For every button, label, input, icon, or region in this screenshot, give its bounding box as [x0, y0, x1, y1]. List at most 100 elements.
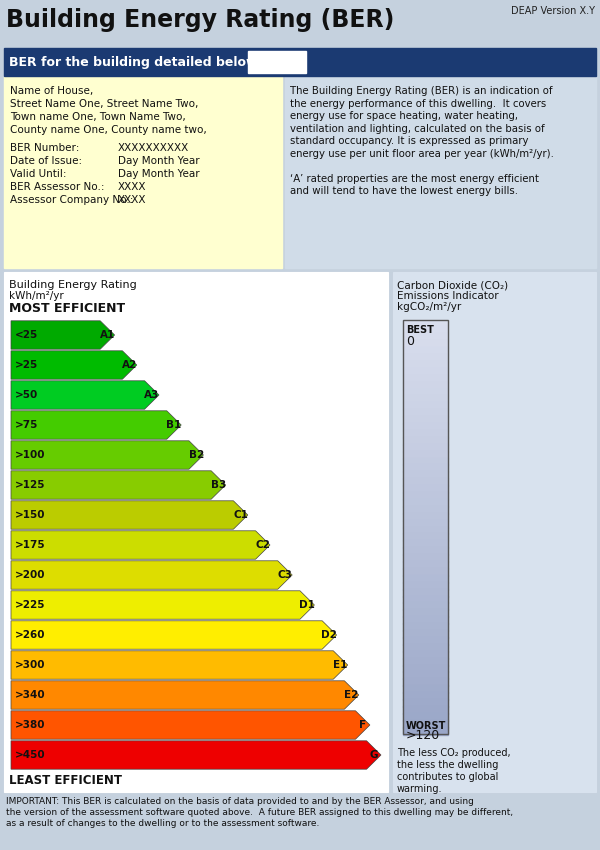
Bar [403, 416, 448, 424]
Text: XXXX: XXXX [118, 182, 146, 192]
Text: E1: E1 [334, 660, 347, 670]
Bar [403, 444, 448, 451]
Text: A2: A2 [122, 360, 137, 370]
Polygon shape [11, 471, 226, 499]
Bar [403, 706, 448, 714]
Bar [285, 76, 596, 268]
Text: as a result of changes to the dwelling or to the assessment software.: as a result of changes to the dwelling o… [6, 819, 319, 828]
Text: B3: B3 [211, 480, 226, 490]
Text: BEST: BEST [406, 325, 434, 335]
Text: >300: >300 [15, 660, 46, 670]
Bar [403, 575, 448, 583]
Text: MOST EFFICIENT: MOST EFFICIENT [9, 302, 125, 315]
Text: >50: >50 [15, 390, 38, 400]
Text: >225: >225 [15, 600, 46, 610]
Bar [4, 272, 388, 792]
Text: >150: >150 [15, 510, 46, 520]
Text: >200: >200 [15, 570, 46, 580]
Bar [403, 506, 448, 513]
Bar [403, 499, 448, 507]
Bar [403, 561, 448, 569]
Bar [403, 333, 448, 341]
Text: The less CO₂ produced,: The less CO₂ produced, [397, 748, 511, 758]
Bar [403, 581, 448, 590]
Text: >175: >175 [15, 540, 46, 550]
Bar [403, 361, 448, 369]
Polygon shape [11, 681, 359, 709]
Bar [403, 402, 448, 411]
Bar [403, 603, 448, 610]
Text: G: G [370, 750, 378, 760]
Text: Assessor Company No.:: Assessor Company No.: [10, 195, 133, 205]
Text: IMPORTANT: This BER is calculated on the basis of data provided to and by the BE: IMPORTANT: This BER is calculated on the… [6, 797, 474, 806]
Bar [403, 692, 448, 700]
Text: Town name One, Town Name Two,: Town name One, Town Name Two, [10, 112, 186, 122]
Text: Date of Issue:: Date of Issue: [10, 156, 82, 166]
Text: XXXX: XXXX [118, 195, 146, 205]
Text: the energy performance of this dwelling.  It covers: the energy performance of this dwelling.… [290, 99, 546, 109]
Polygon shape [11, 441, 203, 469]
Text: B2: B2 [188, 450, 204, 460]
Polygon shape [11, 620, 337, 649]
Bar [403, 720, 448, 728]
Polygon shape [11, 320, 115, 349]
Text: the less the dwelling: the less the dwelling [397, 760, 499, 770]
Text: Day Month Year: Day Month Year [118, 156, 200, 166]
Polygon shape [11, 381, 159, 409]
Bar [403, 658, 448, 666]
Text: C3: C3 [278, 570, 292, 580]
Polygon shape [11, 591, 314, 619]
Bar [403, 526, 448, 535]
Bar [403, 395, 448, 403]
Text: BER Assessor No.:: BER Assessor No.: [10, 182, 104, 192]
Text: BER for the building detailed below is:: BER for the building detailed below is: [9, 55, 278, 69]
Bar [403, 479, 448, 486]
Text: C1: C1 [233, 510, 248, 520]
Polygon shape [11, 561, 292, 589]
Text: >450: >450 [15, 750, 46, 760]
Bar [393, 272, 596, 792]
Bar [403, 354, 448, 362]
Text: energy use for space heating, water heating,: energy use for space heating, water heat… [290, 111, 518, 121]
Bar [403, 430, 448, 438]
Bar [403, 672, 448, 679]
Bar [403, 623, 448, 631]
Bar [403, 534, 448, 541]
Bar [248, 51, 306, 73]
Text: standard occupancy. It is expressed as primary: standard occupancy. It is expressed as p… [290, 136, 529, 146]
Text: ventilation and lighting, calculated on the basis of: ventilation and lighting, calculated on … [290, 123, 545, 133]
Bar [403, 588, 448, 597]
Bar [403, 464, 448, 473]
Text: D2: D2 [322, 630, 337, 640]
Bar [403, 368, 448, 376]
Bar [403, 685, 448, 693]
Text: kWh/m²/yr: kWh/m²/yr [9, 291, 64, 301]
Text: kgCO₂/m²/yr: kgCO₂/m²/yr [397, 302, 461, 312]
Text: D1: D1 [299, 600, 315, 610]
Text: ‘A’ rated properties are the most energy efficient: ‘A’ rated properties are the most energy… [290, 173, 539, 184]
Text: >260: >260 [15, 630, 46, 640]
Text: C2: C2 [256, 540, 270, 550]
Bar [403, 375, 448, 383]
Bar [403, 423, 448, 431]
Text: Day Month Year: Day Month Year [118, 169, 200, 179]
Text: A1: A1 [100, 330, 115, 340]
Bar [403, 409, 448, 417]
Text: contributes to global: contributes to global [397, 772, 499, 782]
Bar [403, 643, 448, 652]
Bar [403, 320, 448, 734]
Bar [403, 665, 448, 672]
Text: WORST: WORST [406, 721, 446, 731]
Text: Emissions Indicator: Emissions Indicator [397, 291, 499, 301]
Bar [403, 609, 448, 617]
Text: XXXXXXXXXX: XXXXXXXXXX [118, 143, 189, 153]
Bar [403, 616, 448, 624]
Bar [403, 678, 448, 686]
Polygon shape [11, 411, 181, 439]
Text: the version of the assessment software quoted above.  A future BER assigned to t: the version of the assessment software q… [6, 808, 513, 817]
Bar [403, 596, 448, 603]
Text: Building Energy Rating (BER): Building Energy Rating (BER) [6, 8, 394, 32]
Bar [403, 388, 448, 396]
Text: F: F [359, 720, 366, 730]
Text: warming.: warming. [397, 784, 443, 794]
